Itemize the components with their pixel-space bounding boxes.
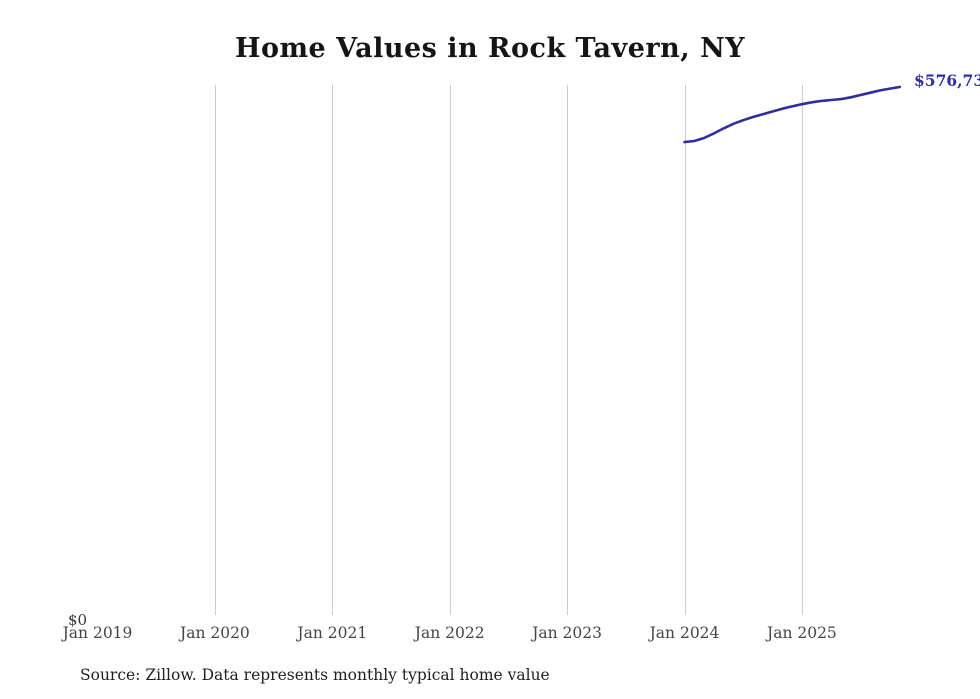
x-tick-jan-2021: Jan 2021 <box>297 624 368 642</box>
gridline-jan-2020 <box>214 85 216 615</box>
source-note: Source: Zillow. Data represents monthly … <box>80 666 550 684</box>
gridline-jan-2025 <box>802 85 803 615</box>
x-tick-jan-2020: Jan 2020 <box>179 624 250 642</box>
gridline-jan-2023 <box>567 85 568 615</box>
x-tick-jan-2025: Jan 2025 <box>766 624 837 642</box>
x-tick-jan-2024: Jan 2024 <box>649 624 720 642</box>
gridline-jan-2021 <box>332 85 333 615</box>
x-tick-jan-2023: Jan 2023 <box>532 624 602 642</box>
home-value-line <box>683 85 902 144</box>
chart-title: Home Values in Rock Tavern, NY <box>234 33 746 64</box>
y-axis-zero-label: $0 <box>68 611 88 629</box>
x-tick-jan-2019: Jan 2019 <box>62 624 133 642</box>
end-value-label: $576,733 <box>914 71 980 90</box>
gridline-jan-2024 <box>684 85 686 615</box>
x-tick-jan-2022: Jan 2022 <box>414 624 485 642</box>
gridline-jan-2022 <box>449 85 451 615</box>
